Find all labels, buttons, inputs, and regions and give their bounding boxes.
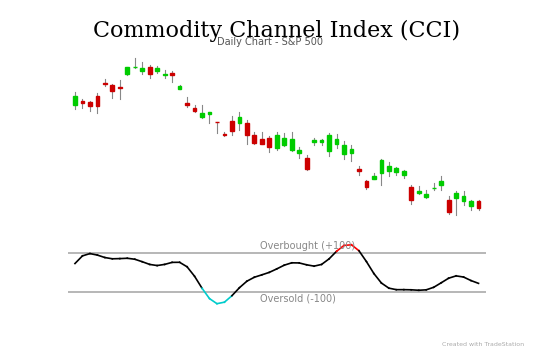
- Bar: [207, 112, 211, 114]
- Bar: [163, 74, 166, 75]
- Bar: [312, 140, 316, 142]
- Bar: [298, 150, 301, 153]
- Bar: [178, 86, 181, 89]
- Bar: [342, 145, 346, 154]
- Bar: [253, 135, 256, 143]
- Bar: [140, 68, 144, 71]
- Bar: [387, 166, 391, 171]
- Bar: [380, 160, 383, 173]
- Bar: [417, 191, 421, 193]
- Bar: [327, 135, 331, 151]
- Bar: [200, 113, 204, 117]
- Bar: [193, 108, 197, 111]
- Bar: [409, 187, 413, 200]
- Bar: [133, 67, 137, 68]
- Bar: [305, 158, 308, 169]
- Bar: [148, 67, 152, 74]
- Bar: [125, 67, 129, 74]
- Text: Oversold (-100): Oversold (-100): [260, 294, 336, 303]
- Bar: [103, 83, 107, 84]
- Bar: [185, 104, 189, 105]
- Title: Commodity Channel Index (CCI): Commodity Channel Index (CCI): [93, 20, 460, 42]
- Bar: [462, 196, 465, 201]
- Bar: [260, 139, 264, 144]
- Bar: [156, 68, 159, 71]
- Bar: [349, 149, 353, 153]
- Bar: [275, 135, 279, 148]
- Bar: [469, 201, 473, 206]
- Bar: [96, 96, 99, 106]
- Text: Created with TradeStation: Created with TradeStation: [442, 342, 524, 346]
- Bar: [357, 169, 361, 172]
- Bar: [267, 139, 271, 147]
- Bar: [222, 134, 226, 135]
- Text: Overbought (+100): Overbought (+100): [260, 241, 355, 251]
- Bar: [440, 181, 443, 185]
- Bar: [282, 138, 286, 145]
- Bar: [320, 140, 323, 142]
- Bar: [454, 193, 458, 197]
- Bar: [230, 121, 234, 131]
- Bar: [402, 171, 406, 175]
- Bar: [80, 100, 84, 103]
- Bar: [477, 201, 481, 208]
- Bar: [73, 96, 77, 105]
- Bar: [88, 102, 92, 106]
- Bar: [290, 139, 294, 150]
- Bar: [170, 73, 174, 76]
- Bar: [335, 139, 339, 144]
- Bar: [424, 194, 428, 197]
- Bar: [372, 176, 376, 179]
- Bar: [394, 168, 398, 172]
- Bar: [111, 85, 114, 91]
- Bar: [447, 200, 450, 212]
- Bar: [238, 117, 241, 123]
- Bar: [364, 181, 368, 187]
- Bar: [245, 123, 249, 135]
- Text: Daily Chart - S&P 500: Daily Chart - S&P 500: [217, 37, 323, 47]
